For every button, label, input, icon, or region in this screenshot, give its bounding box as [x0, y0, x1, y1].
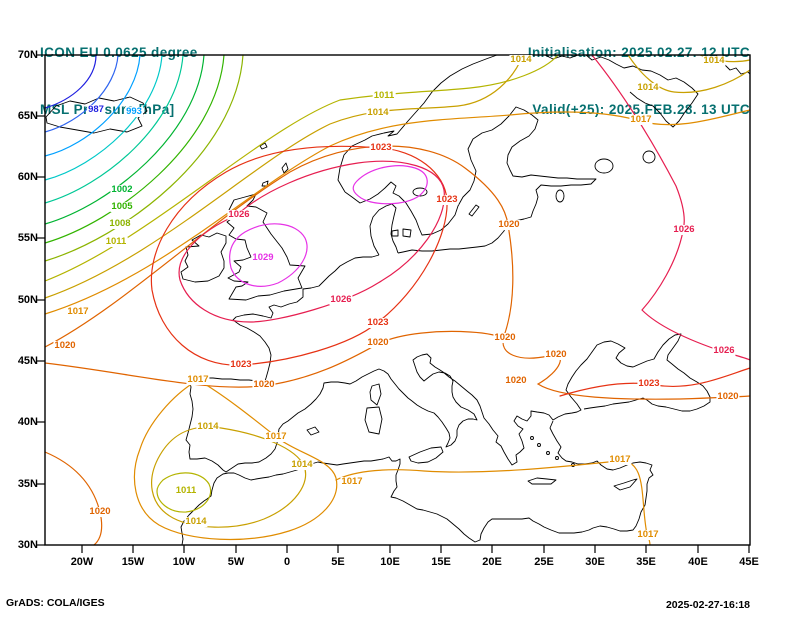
- isobar-1020-southwest: [44, 451, 103, 546]
- isobar-1014-northeast-b: [699, 54, 751, 63]
- coastline-barents: [715, 54, 751, 75]
- isobar-1026-loop: [178, 160, 445, 323]
- aegean-island: [530, 436, 534, 440]
- coastline-norway-west: [337, 54, 498, 193]
- isobar-1005: [44, 54, 225, 244]
- lake-peipus: [555, 189, 565, 203]
- grads-credit: GrADS: COLA/IGES: [6, 597, 105, 609]
- coastline-scandinavia-baltic: [344, 106, 597, 254]
- isobar-1017-iberia: [133, 379, 338, 541]
- isobar-1020-france: [44, 330, 506, 388]
- model-title: ICON EU 0.0625 degree: [40, 45, 198, 60]
- map-frame: [44, 54, 751, 546]
- generation-timestamp: 2025-02-27-16:18: [665, 599, 750, 611]
- coastline-corsica: [369, 383, 382, 406]
- coastline-turkey-levant-africa: [180, 420, 654, 546]
- isobar-990: [44, 54, 119, 133]
- coastline-great-britain: [226, 193, 306, 301]
- coastline-mallorca: [306, 426, 320, 436]
- isobar-1014-northeast-a: [627, 54, 751, 94]
- isobar-1029-irish-sea: [229, 223, 308, 287]
- coastline-ireland: [180, 232, 227, 283]
- coastline-sicily: [408, 446, 444, 464]
- isobar-1017-mediterranean: [335, 460, 651, 546]
- coastline-kola-white-sea: [585, 54, 699, 128]
- header-right: Initialisation: 2025.02.27. 12 UTC Valid…: [528, 5, 750, 157]
- aegean-island: [537, 443, 541, 447]
- valid-time: Valid(+25): 2025.FEB.28. 13 UTC: [532, 102, 750, 117]
- isobar-993: [44, 54, 141, 157]
- isobar-1029-norway: [352, 165, 428, 205]
- isobar-1014-north: [44, 54, 524, 299]
- isobar-999: [44, 54, 184, 204]
- aegean-island: [555, 456, 559, 460]
- coastline-cyprus: [613, 478, 638, 491]
- coastlines: [45, 54, 751, 546]
- coastline-continental-europe: [185, 254, 711, 473]
- isobar-987: [44, 54, 97, 109]
- isobar-1020-main: [44, 145, 751, 400]
- coastline-gotland: [468, 204, 480, 217]
- isobar-1011-north: [44, 54, 559, 282]
- isobar-996: [44, 54, 163, 181]
- coastline-faroe: [259, 142, 268, 150]
- coastline-funen: [391, 229, 399, 237]
- isobar-1026-east: [591, 54, 751, 361]
- lake-ladoga: [594, 158, 614, 174]
- axis-ticks: [37, 54, 750, 553]
- isobar-1008: [44, 54, 244, 262]
- coastline-jutland: [369, 203, 399, 256]
- lake-onega: [642, 150, 656, 164]
- isobar-1002: [44, 54, 205, 225]
- coastline-sardinia: [364, 406, 383, 435]
- coastline-iceland: [45, 96, 148, 134]
- isobar-1023-east: [559, 367, 751, 397]
- isobar-1017-main: [44, 109, 751, 315]
- aegean-island: [546, 451, 550, 455]
- coastline-shetland: [281, 162, 289, 174]
- isobar-1011-iberia: [156, 472, 212, 513]
- coastline-crete: [527, 477, 557, 485]
- coastline-zealand: [402, 228, 412, 238]
- init-time: Initialisation: 2025.02.27. 12 UTC: [527, 45, 750, 60]
- coastline-finnmark: [544, 54, 579, 60]
- lake-vanern: [412, 187, 428, 197]
